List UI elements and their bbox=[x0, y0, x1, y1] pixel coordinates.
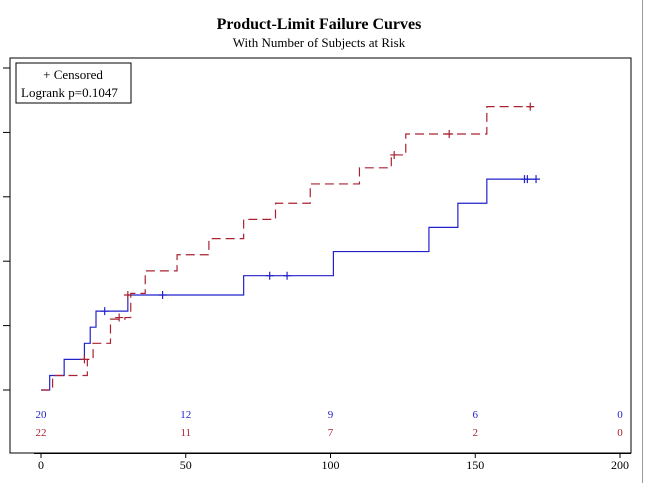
x-tick-label: 200 bbox=[611, 458, 629, 472]
survival-curve-1 bbox=[41, 178, 537, 391]
censor-mark bbox=[115, 313, 124, 322]
y-axis-ticks bbox=[3, 67, 10, 391]
at-risk-count: 2 bbox=[473, 427, 479, 439]
at-risk-count: 12 bbox=[180, 409, 191, 421]
censor-mark bbox=[80, 355, 89, 364]
censor-mark bbox=[265, 271, 274, 280]
x-tick-label: 0 bbox=[38, 458, 44, 472]
at-risk-count: 20 bbox=[36, 409, 48, 421]
at-risk-count: 0 bbox=[617, 409, 623, 421]
legend-frame bbox=[15, 62, 132, 104]
censor-mark bbox=[283, 271, 292, 280]
legend-logrank-label: Logrank p=0.1047 bbox=[21, 85, 118, 100]
at-risk-count: 7 bbox=[328, 427, 334, 439]
censor-mark bbox=[526, 102, 535, 111]
at-risk-count: 22 bbox=[36, 427, 47, 439]
curves bbox=[41, 102, 541, 391]
legend-censored-label: + Censored bbox=[43, 67, 103, 82]
survival-curve-2 bbox=[41, 106, 534, 391]
censor-mark bbox=[100, 307, 109, 316]
censor-mark bbox=[158, 291, 167, 300]
x-tick-label: 100 bbox=[322, 458, 340, 472]
censor-mark bbox=[390, 150, 399, 159]
at-risk-table: 20 12 9 6 022 11 7 2 0 bbox=[36, 409, 624, 439]
plot-frame bbox=[9, 57, 632, 454]
censor-mark bbox=[532, 175, 541, 184]
window-edge-rule bbox=[642, 0, 643, 483]
chart-subtitle: With Number of Subjects at Risk bbox=[233, 35, 406, 50]
x-tick-label: 150 bbox=[466, 458, 484, 472]
legend-box: + Censored Logrank p=0.1047 bbox=[15, 62, 132, 104]
chart-title: Product-Limit Failure Curves bbox=[217, 16, 422, 33]
censor-mark bbox=[445, 130, 454, 139]
x-axis: 0 50 100 150 200 bbox=[34, 453, 631, 472]
x-tick-label: 50 bbox=[180, 458, 192, 472]
at-risk-count: 9 bbox=[328, 409, 334, 421]
at-risk-count: 6 bbox=[473, 409, 479, 421]
censor-mark bbox=[523, 175, 532, 184]
at-risk-count: 0 bbox=[617, 427, 623, 439]
at-risk-count: 11 bbox=[180, 427, 191, 439]
censor-mark bbox=[123, 291, 132, 300]
